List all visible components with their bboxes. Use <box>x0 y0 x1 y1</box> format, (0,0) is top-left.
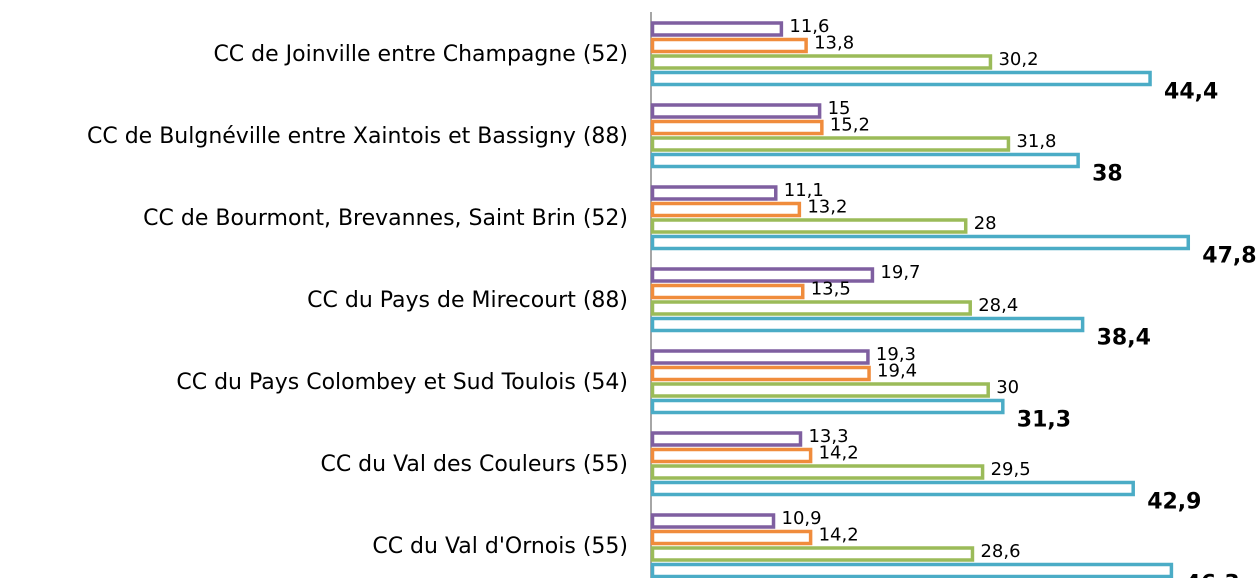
category-label: CC de Bourmont, Brevannes, Saint Brin (5… <box>143 206 628 231</box>
value-label: 19,4 <box>877 361 917 382</box>
bar <box>650 234 1191 251</box>
bar <box>650 300 972 316</box>
value-label: 10,9 <box>782 508 822 529</box>
bar <box>650 218 968 234</box>
category-label: CC du Pays de Mirecourt (88) <box>307 288 628 313</box>
bar <box>650 136 1011 152</box>
value-label: 38 <box>1092 162 1123 187</box>
value-label: 11,6 <box>789 16 829 37</box>
bar <box>650 185 778 201</box>
bar <box>650 529 813 546</box>
bar <box>650 70 1152 87</box>
bar <box>650 546 975 562</box>
bar <box>650 464 985 480</box>
value-label: 19,3 <box>876 344 916 365</box>
bar <box>650 382 990 398</box>
value-label: 31,8 <box>1016 131 1056 152</box>
value-label: 11,1 <box>784 180 824 201</box>
bar <box>650 365 871 382</box>
value-label: 14,2 <box>819 443 859 464</box>
value-label: 15,2 <box>830 115 870 136</box>
value-label: 28 <box>974 213 997 234</box>
value-label: 29,5 <box>991 459 1031 480</box>
bar <box>650 201 802 218</box>
bar <box>650 316 1085 333</box>
value-label: 19,7 <box>880 262 920 283</box>
bar <box>650 398 1005 415</box>
bar <box>650 562 1174 578</box>
value-label: 47,8 <box>1202 244 1256 269</box>
bar <box>650 103 822 119</box>
category-label: CC du Val des Couleurs (55) <box>320 452 628 477</box>
value-label: 38,4 <box>1097 326 1151 351</box>
bar <box>650 119 824 136</box>
bar <box>650 37 808 54</box>
bar <box>650 283 805 300</box>
value-label: 42,9 <box>1147 490 1201 515</box>
value-label: 28,4 <box>978 295 1018 316</box>
category-label: CC du Pays Colombey et Sud Toulois (54) <box>176 370 628 395</box>
bar <box>650 349 870 365</box>
bar <box>650 447 813 464</box>
value-label: 44,4 <box>1164 80 1218 105</box>
category-label: CC du Val d'Ornois (55) <box>372 534 628 559</box>
category-label: CC de Joinville entre Champagne (52) <box>213 42 628 67</box>
value-label: 30,2 <box>998 49 1038 70</box>
value-label: 13,8 <box>814 33 854 54</box>
value-label: 15 <box>828 98 851 119</box>
value-label: 13,3 <box>808 426 848 447</box>
bar <box>650 267 875 283</box>
value-label: 13,5 <box>811 279 851 300</box>
bar <box>650 480 1135 497</box>
value-label: 46,3 <box>1185 572 1239 578</box>
value-label: 31,3 <box>1017 408 1071 433</box>
value-label: 30 <box>996 377 1019 398</box>
bar <box>650 431 803 447</box>
value-label: 28,6 <box>980 541 1020 562</box>
bar <box>650 54 993 70</box>
bar <box>650 513 776 529</box>
value-label: 14,2 <box>819 525 859 546</box>
bar <box>650 152 1080 169</box>
category-label: CC de Bulgnéville entre Xaintois et Bass… <box>87 124 628 149</box>
bar <box>650 21 784 37</box>
value-label: 13,2 <box>807 197 847 218</box>
